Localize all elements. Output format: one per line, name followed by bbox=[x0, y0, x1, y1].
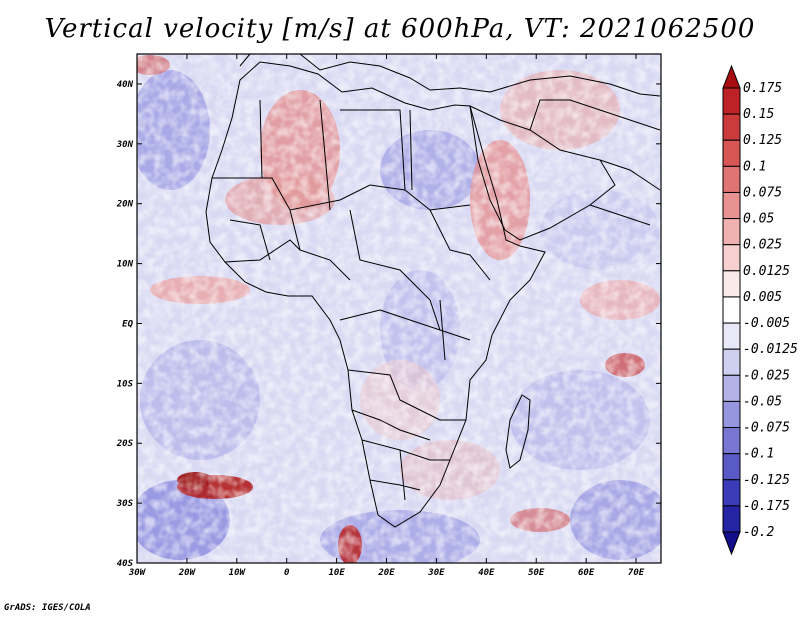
colorbar-label: -0.175 bbox=[743, 499, 790, 514]
europe-coast bbox=[239, 53, 661, 97]
colorbar-label: 0.0125 bbox=[743, 264, 790, 279]
colorbar-label: -0.1 bbox=[743, 447, 774, 462]
colorbar-segment bbox=[722, 348, 741, 376]
colorbar-label: 0.1 bbox=[743, 159, 766, 174]
colorbar-label: 0.075 bbox=[743, 185, 782, 200]
lon-tick-label: 70E bbox=[628, 568, 645, 578]
lat-tick-label: 10S bbox=[117, 379, 134, 389]
colorbar-segment bbox=[722, 322, 741, 350]
colorbar-segment bbox=[722, 270, 741, 298]
colorbar-label: -0.075 bbox=[743, 421, 790, 436]
colorbar-segment bbox=[722, 218, 741, 246]
colorbar-bottom-arrow bbox=[722, 531, 741, 556]
grads-credit: GrADS: IGES/COLA bbox=[4, 603, 91, 613]
colorbar-label: 0.005 bbox=[743, 290, 782, 305]
lat-tick-label: 30N bbox=[116, 140, 134, 150]
colorbar-label: -0.0125 bbox=[743, 342, 798, 357]
colorbar-label: -0.005 bbox=[743, 316, 790, 331]
map-title: Vertical velocity [m/s] at 600hPa, VT: 2… bbox=[44, 14, 756, 44]
colorbar-label: -0.025 bbox=[743, 368, 790, 383]
lon-tick-label: 20E bbox=[377, 568, 395, 578]
colorbar-segment bbox=[722, 113, 741, 141]
colorbar-label: 0.125 bbox=[743, 133, 782, 148]
lat-tick-label: 20N bbox=[116, 200, 134, 210]
colorbar-label: 0.175 bbox=[743, 81, 782, 96]
colorbar-label: -0.2 bbox=[743, 525, 774, 540]
lon-tick-label: 20W bbox=[178, 568, 197, 578]
colorbar-segment bbox=[722, 400, 741, 429]
lon-tick-label: 0 bbox=[284, 568, 290, 578]
colorbar-top-arrow bbox=[722, 64, 741, 89]
colorbar-segment bbox=[722, 244, 741, 272]
colorbar-segment bbox=[722, 296, 741, 324]
velocity-field bbox=[137, 54, 661, 563]
lon-tick-label: 60E bbox=[578, 568, 595, 578]
colorbar-segment bbox=[722, 165, 741, 193]
longitude-ticks: 30W 20W 10W 0 10E 20E 30E 40E 50E 60E 70E bbox=[128, 54, 645, 578]
colorbar-label: 0.05 bbox=[743, 212, 774, 227]
lon-tick-label: 10W bbox=[229, 568, 247, 578]
lat-tick-label: 40S bbox=[117, 559, 134, 569]
lat-tick-label: 30S bbox=[116, 499, 134, 509]
lon-tick-label: 30E bbox=[427, 568, 445, 578]
colorbar-label: 0.025 bbox=[743, 238, 782, 253]
country-boundaries bbox=[205, 53, 661, 528]
colorbar-segment bbox=[722, 139, 741, 167]
colorbar-segment bbox=[722, 505, 741, 533]
colorbar-segment bbox=[722, 479, 741, 507]
colorbar-segment bbox=[722, 374, 741, 402]
lat-tick-label: 20S bbox=[116, 439, 134, 449]
colorbar: 0.175 0.15 0.125 0.1 0.075 0.05 0.025 0.0125 0.0… bbox=[722, 64, 798, 556]
lon-tick-label: 40E bbox=[478, 568, 495, 578]
colorbar-label: -0.05 bbox=[743, 394, 782, 409]
colorbar-segment bbox=[722, 191, 741, 220]
colorbar-label: 0.15 bbox=[743, 107, 774, 122]
madagascar-outline bbox=[505, 394, 531, 469]
lon-tick-label: 10E bbox=[328, 568, 345, 578]
colorbar-segment bbox=[722, 427, 741, 455]
map-frame bbox=[136, 53, 662, 564]
lon-tick-label: 30W bbox=[128, 568, 147, 578]
lat-tick-label: 10N bbox=[117, 260, 134, 270]
lon-tick-label: 50E bbox=[528, 568, 545, 578]
colorbar-segment bbox=[722, 453, 741, 481]
latitude-ticks: 40N 30N 20N 10N EQ 10S 20S 30S 40S bbox=[116, 80, 661, 569]
lat-tick-label: 40N bbox=[117, 80, 134, 90]
colorbar-segment bbox=[722, 87, 741, 115]
colorbar-label: -0.125 bbox=[743, 473, 790, 488]
lat-tick-label: EQ bbox=[122, 319, 133, 329]
